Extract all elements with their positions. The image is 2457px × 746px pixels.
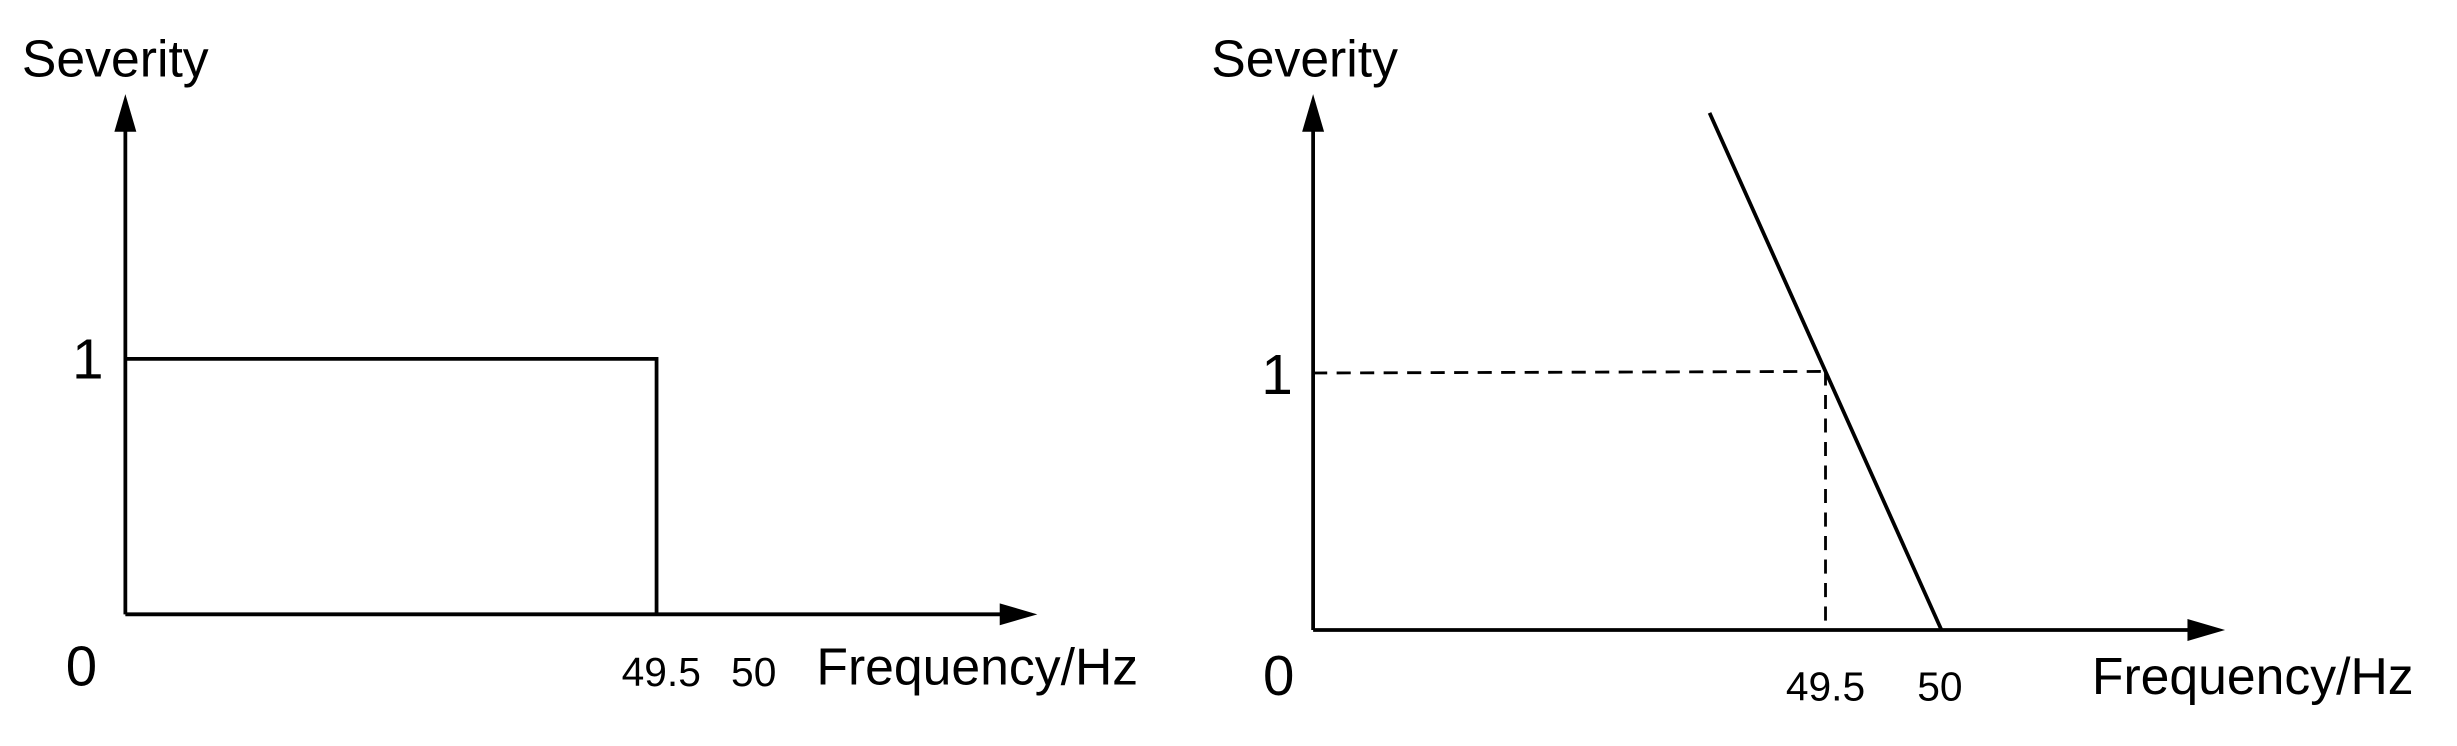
right-panel: Severity 1 0 49.5 50 Frequency/Hz	[1211, 29, 2413, 709]
x-axis-arrow	[2187, 619, 2226, 641]
x-tick-label: 49.5	[622, 649, 701, 695]
x-axis-label: Frequency/Hz	[816, 637, 1138, 695]
step-function	[125, 357, 659, 615]
x-tick-label: 50	[731, 649, 776, 695]
y-tick-label: 1	[1261, 343, 1292, 406]
y-axis-label: Severity	[22, 29, 209, 87]
left-panel: Severity 1 0 49.5 50 Frequency/Hz	[22, 29, 1138, 697]
dashed-guide	[1313, 370, 1826, 375]
x-axis-arrow	[999, 603, 1038, 626]
x-tick-label: 50	[1917, 663, 1962, 709]
y-axis-arrow	[1302, 94, 1325, 132]
origin-label: 0	[1263, 644, 1294, 707]
x-tick-label: 49.5	[1786, 663, 1865, 709]
y-axis-label: Severity	[1211, 29, 1398, 87]
x-axis-label: Frequency/Hz	[2092, 647, 2414, 705]
y-tick-label: 1	[72, 328, 103, 391]
origin-label: 0	[66, 635, 97, 698]
y-axis-arrow	[114, 94, 137, 132]
